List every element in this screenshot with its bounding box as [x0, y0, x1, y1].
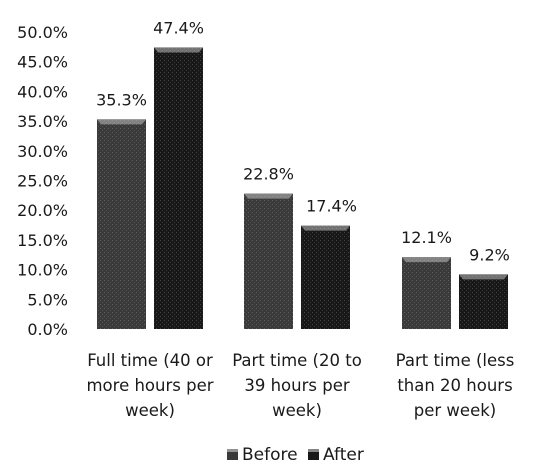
y-tick-label: 40.0% [17, 82, 68, 101]
data-label: 9.2% [469, 245, 510, 264]
bar-before-0 [97, 119, 146, 330]
x-axis: Full time (40 or more hours per week) Part … [86, 351, 514, 420]
data-label: 12.1% [401, 228, 452, 247]
legend-label: Before [242, 445, 298, 465]
y-tick-label: 25.0% [17, 172, 68, 191]
legend-item-before: Before [227, 445, 298, 465]
legend-swatch [308, 449, 319, 460]
y-tick-label: 15.0% [17, 231, 68, 250]
category-label: Part time (less than 20 hours per week) [396, 351, 515, 420]
bar-before-1 [244, 193, 293, 329]
data-label: 17.4% [306, 197, 357, 216]
y-tick-label: 50.0% [17, 23, 68, 42]
category-label: Part time (20 to 39 hours per week) [232, 351, 362, 420]
bar-after-2 [459, 274, 508, 329]
legend: Before After [227, 445, 364, 465]
data-labels: 35.3% 22.8% 12.1% 47.4% 17.4% 9.2% [96, 18, 510, 264]
y-tick-label: 5.0% [27, 290, 68, 309]
bar-after-0 [154, 47, 203, 329]
legend-label: After [323, 445, 364, 465]
bar-after-1 [301, 225, 350, 329]
bar-before-2 [402, 257, 451, 329]
y-tick-label: 30.0% [17, 142, 68, 161]
category-label: Full time (40 or more hours per week) [86, 351, 213, 420]
legend-swatch [227, 449, 238, 460]
y-tick-label: 0.0% [27, 320, 68, 339]
bars [97, 47, 508, 330]
data-label: 47.4% [153, 18, 204, 37]
y-tick-label: 45.0% [17, 53, 68, 72]
data-label: 35.3% [96, 90, 147, 109]
y-tick-label: 20.0% [17, 201, 68, 220]
data-label: 22.8% [243, 165, 294, 184]
y-tick-label: 35.0% [17, 112, 68, 131]
y-axis: 0.0% 5.0% 10.0% 15.0% 20.0% 25.0% 30.0% 35.0% 40… [17, 23, 68, 339]
y-tick-label: 10.0% [17, 261, 68, 280]
legend-item-after: After [308, 445, 364, 465]
